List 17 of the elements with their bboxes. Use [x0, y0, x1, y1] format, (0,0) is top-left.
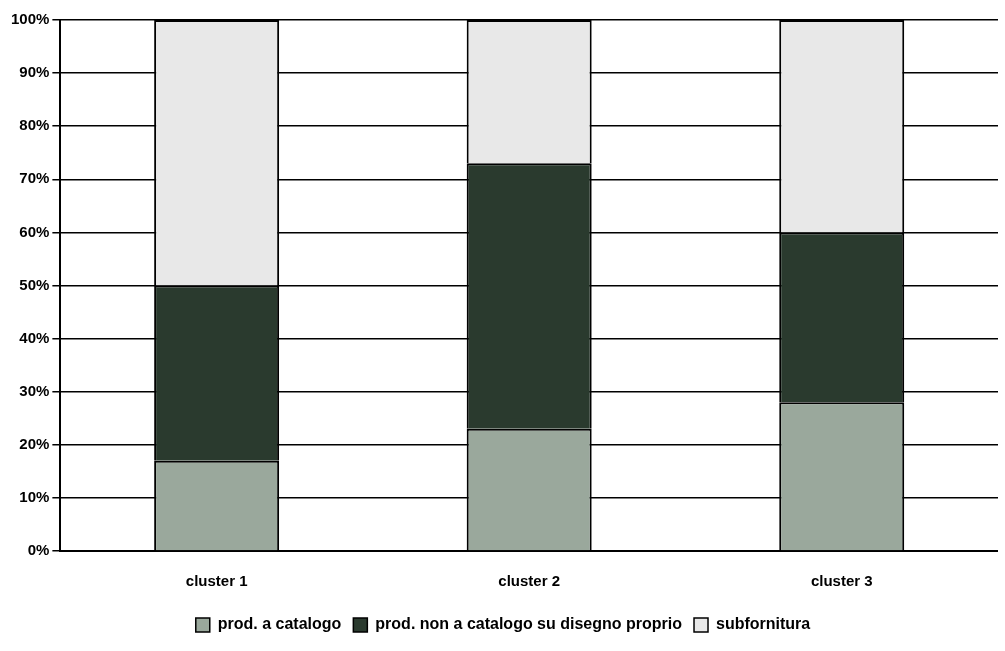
legend-label: prod. non a catalogo su disegno proprio — [375, 615, 683, 633]
y-tick-label: 80% — [19, 116, 50, 134]
y-tick-label: 40% — [19, 328, 50, 346]
y-tick-label: 30% — [19, 381, 50, 399]
x-tick-label: cluster 1 — [185, 572, 248, 590]
legend-label: subfornitura — [716, 615, 811, 633]
x-tick-label: cluster 3 — [810, 572, 873, 590]
y-tick-label: 50% — [19, 275, 50, 293]
y-tick-label: 70% — [19, 169, 50, 187]
x-tick-label: cluster 2 — [498, 572, 561, 590]
y-tick-label: 20% — [19, 434, 50, 452]
y-tick-label: 100% — [10, 10, 50, 28]
legend-label: prod. a catalogo — [217, 615, 342, 633]
y-tick-label: 10% — [19, 488, 50, 506]
y-tick-label: 0% — [27, 541, 50, 559]
y-tick-label: 90% — [19, 63, 50, 81]
y-tick-label: 60% — [19, 222, 50, 240]
